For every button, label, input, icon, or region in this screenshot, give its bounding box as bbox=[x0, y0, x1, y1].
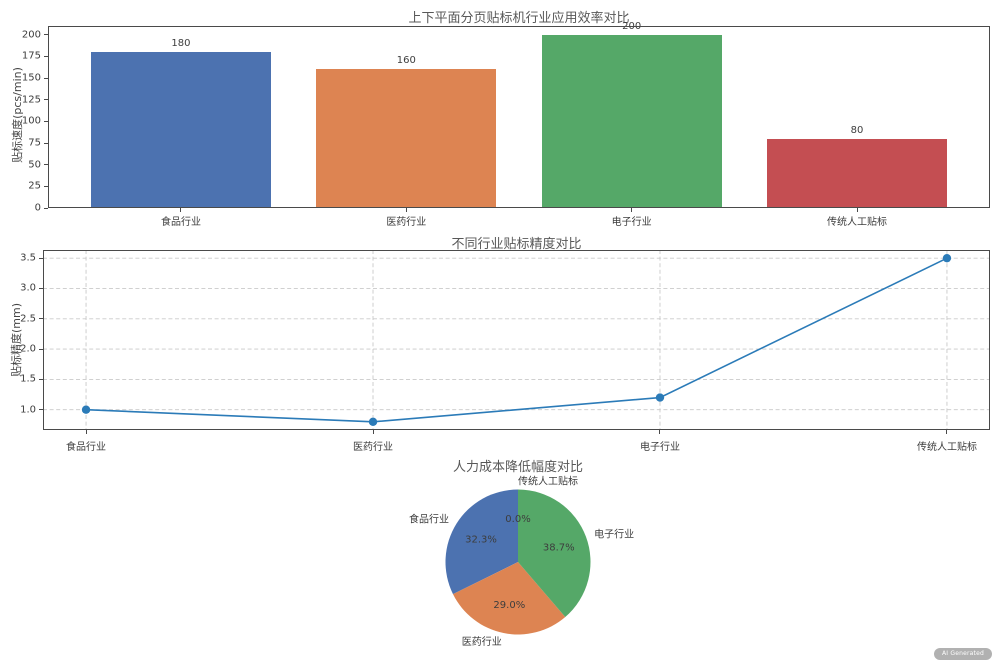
y-tick-label: 25 bbox=[28, 180, 41, 192]
x-tick-label: 传统人工贴标 bbox=[916, 442, 977, 453]
y-tick-mark bbox=[39, 287, 43, 289]
line-chart-title: 不同行业贴标精度对比 bbox=[451, 237, 582, 252]
x-tick-mark bbox=[405, 208, 407, 212]
x-tick-mark bbox=[180, 208, 182, 212]
y-tick-label: 100 bbox=[21, 115, 41, 127]
y-tick-mark bbox=[39, 409, 43, 411]
y-tick-mark bbox=[44, 77, 48, 79]
bar bbox=[541, 34, 722, 208]
pie-percent-label: 32.3% bbox=[465, 535, 497, 546]
y-tick-label: 3.0 bbox=[20, 282, 36, 294]
y-tick-mark bbox=[44, 185, 48, 187]
pie-percent-label: 0.0% bbox=[505, 514, 530, 525]
data-point bbox=[655, 393, 665, 402]
pie-slice bbox=[452, 562, 566, 635]
y-tick-label: 2.5 bbox=[20, 313, 36, 325]
bar bbox=[316, 69, 497, 208]
x-tick-label: 电子行业 bbox=[639, 442, 680, 453]
y-tick-label: 150 bbox=[21, 72, 41, 84]
y-tick-label: 200 bbox=[21, 29, 41, 41]
y-tick-mark bbox=[44, 207, 48, 209]
data-point bbox=[942, 253, 952, 263]
y-tick-mark bbox=[39, 348, 43, 350]
x-tick-mark bbox=[946, 430, 948, 434]
x-tick-mark bbox=[856, 208, 858, 212]
x-tick-label: 传统人工贴标 bbox=[827, 217, 888, 228]
y-tick-label: 1.5 bbox=[20, 373, 36, 385]
y-tick-mark bbox=[39, 257, 43, 259]
line-chart-svg bbox=[43, 250, 990, 430]
x-tick-mark bbox=[372, 430, 374, 434]
axes-spine-box bbox=[48, 26, 990, 208]
y-tick-mark bbox=[44, 120, 48, 122]
y-tick-mark bbox=[39, 378, 43, 380]
pie-category-label: 食品行业 bbox=[409, 513, 449, 526]
y-tick-mark bbox=[44, 164, 48, 166]
pie-slice bbox=[518, 489, 591, 617]
y-tick-mark bbox=[39, 318, 43, 320]
bar bbox=[766, 138, 948, 208]
y-tick-label: 3.5 bbox=[20, 252, 36, 264]
y-tick-mark bbox=[44, 142, 48, 144]
x-tick-label: 电子行业 bbox=[611, 217, 652, 228]
y-tick-label: 175 bbox=[21, 50, 41, 62]
y-tick-label: 1.0 bbox=[20, 404, 36, 416]
data-point bbox=[368, 417, 378, 427]
pie-percent-label: 38.7% bbox=[543, 542, 575, 553]
y-tick-label: 75 bbox=[28, 137, 41, 149]
y-tick-label: 125 bbox=[21, 94, 41, 106]
x-tick-mark bbox=[85, 430, 87, 434]
pie-category-label: 传统人工贴标 bbox=[518, 474, 578, 487]
y-tick-label: 0 bbox=[34, 202, 41, 214]
y-tick-label: 2.0 bbox=[20, 343, 36, 355]
bar-value-label: 180 bbox=[171, 38, 191, 49]
x-tick-label: 食品行业 bbox=[160, 217, 201, 228]
x-tick-mark bbox=[631, 208, 633, 212]
bar bbox=[90, 52, 272, 208]
bar-value-label: 160 bbox=[396, 55, 416, 67]
pie-category-label: 电子行业 bbox=[594, 527, 634, 540]
data-point bbox=[81, 405, 91, 414]
pie-slice bbox=[445, 489, 518, 595]
ai-generated-badge: AI Generated bbox=[933, 648, 992, 660]
x-tick-mark bbox=[659, 430, 661, 434]
x-tick-label: 医药行业 bbox=[386, 217, 427, 228]
bar-chart-title: 上下平面分页贴标机行业应用效率对比 bbox=[408, 11, 630, 26]
y-tick-mark bbox=[44, 99, 48, 101]
axes-spine-box bbox=[43, 250, 990, 430]
pie-category-label: 医药行业 bbox=[462, 635, 502, 648]
x-tick-label: 食品行业 bbox=[66, 442, 107, 453]
bar-value-label: 80 bbox=[850, 124, 864, 136]
y-tick-mark bbox=[44, 34, 48, 36]
y-tick-mark bbox=[44, 55, 48, 57]
x-tick-label: 医药行业 bbox=[353, 442, 393, 453]
pie-percent-label: 29.0% bbox=[493, 600, 525, 611]
data-line bbox=[86, 257, 948, 423]
y-tick-label: 50 bbox=[28, 159, 41, 171]
pie-chart-title: 人力成本降低幅度对比 bbox=[452, 460, 583, 475]
